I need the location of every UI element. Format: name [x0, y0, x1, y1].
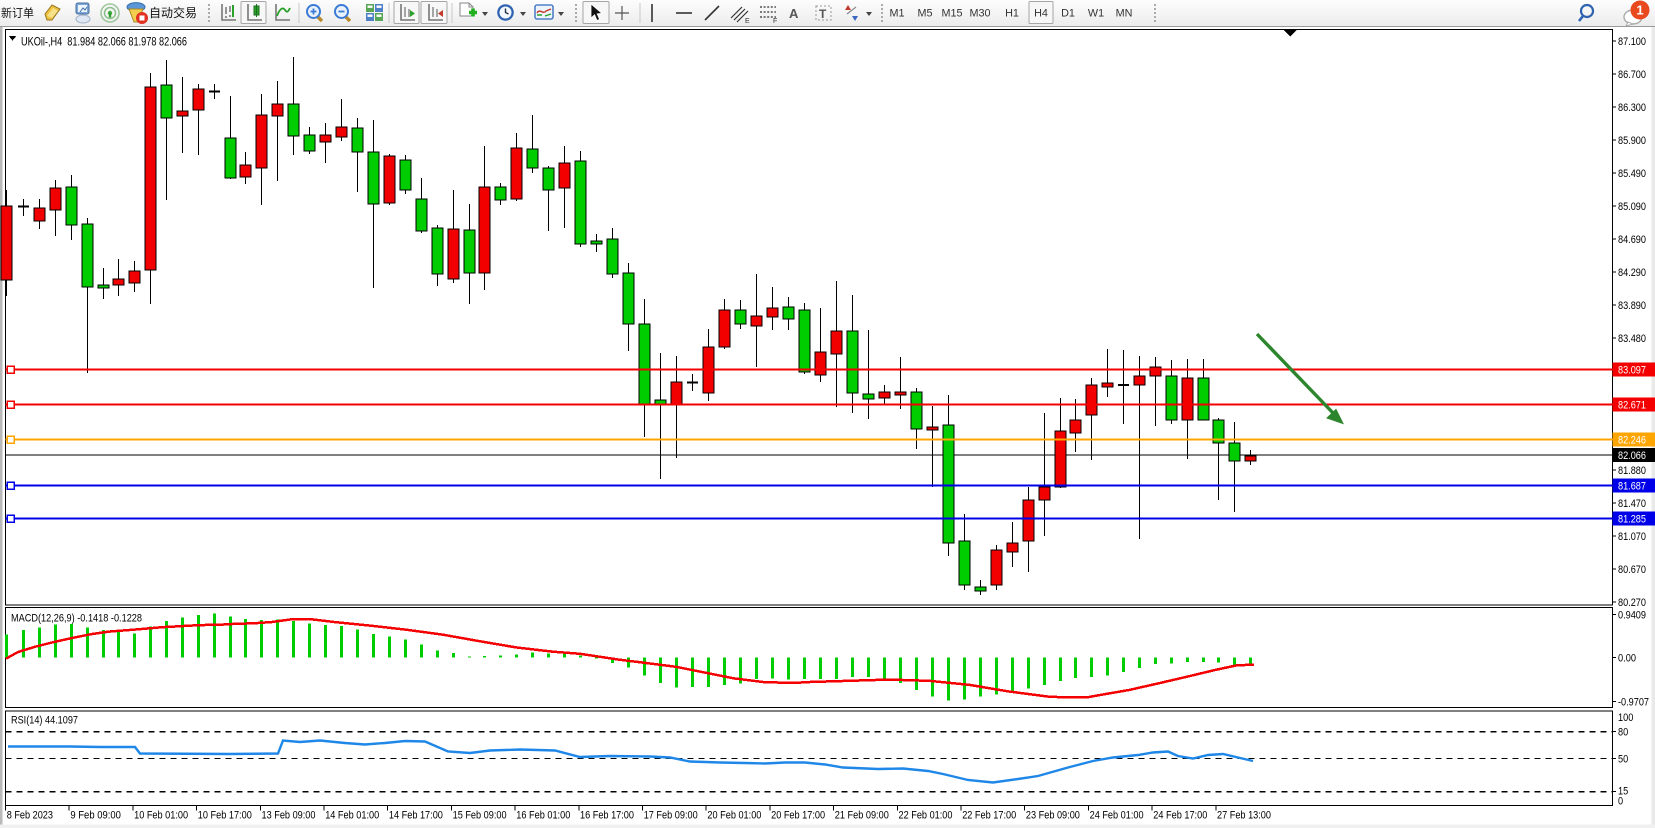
svg-text:RSI(14) 44.1097: RSI(14) 44.1097: [11, 715, 78, 727]
svg-text:81.470: 81.470: [1618, 498, 1646, 510]
svg-text:14 Feb 17:00: 14 Feb 17:00: [389, 810, 443, 822]
svg-text:81.687: 81.687: [1618, 481, 1646, 493]
svg-text:F: F: [773, 18, 777, 25]
svg-text:-0.9707: -0.9707: [1618, 697, 1649, 709]
svg-text:21 Feb 09:00: 21 Feb 09:00: [835, 810, 889, 822]
svg-text:8 Feb 2023: 8 Feb 2023: [7, 810, 53, 822]
svg-text:13 Feb 09:00: 13 Feb 09:00: [262, 810, 316, 822]
svg-text:85.900: 85.900: [1618, 135, 1646, 147]
svg-text:80.270: 80.270: [1618, 597, 1646, 609]
svg-text:24 Feb 01:00: 24 Feb 01:00: [1090, 810, 1144, 822]
svg-text:16 Feb 17:00: 16 Feb 17:00: [580, 810, 634, 822]
svg-text:86.300: 86.300: [1618, 102, 1646, 114]
svg-text:84.690: 84.690: [1618, 234, 1646, 246]
svg-text:15 Feb 09:00: 15 Feb 09:00: [453, 810, 507, 822]
svg-text:1: 1: [1636, 3, 1643, 18]
svg-text:24 Feb 17:00: 24 Feb 17:00: [1153, 810, 1207, 822]
svg-text:17 Feb 09:00: 17 Feb 09:00: [644, 810, 698, 822]
svg-text:M1: M1: [890, 8, 905, 20]
svg-text:20 Feb 01:00: 20 Feb 01:00: [707, 810, 761, 822]
svg-text:T: T: [819, 7, 827, 21]
svg-text:22 Feb 17:00: 22 Feb 17:00: [962, 810, 1016, 822]
svg-text:新订单: 新订单: [1, 6, 34, 20]
svg-text:UKOil-,H4 81.984 82.066 81.97: UKOil-,H4 81.984 82.066 81.978 82.066: [21, 35, 187, 49]
svg-text:82.671: 82.671: [1618, 400, 1646, 412]
svg-text:M15: M15: [941, 8, 962, 20]
svg-text:22 Feb 01:00: 22 Feb 01:00: [899, 810, 953, 822]
svg-text:10 Feb 17:00: 10 Feb 17:00: [198, 810, 252, 822]
svg-text:23 Feb 09:00: 23 Feb 09:00: [1026, 810, 1080, 822]
svg-text:50: 50: [1618, 754, 1628, 766]
svg-text:81.880: 81.880: [1618, 465, 1646, 477]
svg-text:80: 80: [1618, 727, 1628, 739]
svg-text:M5: M5: [918, 8, 933, 20]
svg-text:84.290: 84.290: [1618, 267, 1646, 279]
svg-text:A: A: [789, 6, 799, 21]
svg-text:83.890: 83.890: [1618, 300, 1646, 312]
svg-text:15: 15: [1618, 786, 1628, 798]
svg-text:27 Feb 13:00: 27 Feb 13:00: [1217, 810, 1271, 822]
svg-text:87.100: 87.100: [1618, 36, 1646, 48]
svg-text:MN: MN: [1116, 8, 1133, 20]
svg-text:MACD(12,26,9) -0.1418 -0.1228: MACD(12,26,9) -0.1418 -0.1228: [11, 613, 142, 625]
svg-text:83.097: 83.097: [1618, 365, 1646, 377]
svg-text:D1: D1: [1061, 8, 1075, 20]
svg-text:82.246: 82.246: [1618, 435, 1646, 447]
svg-text:W1: W1: [1088, 8, 1104, 20]
svg-text:14 Feb 01:00: 14 Feb 01:00: [325, 810, 379, 822]
svg-text:81.285: 81.285: [1618, 514, 1646, 526]
svg-text:M30: M30: [969, 8, 990, 20]
svg-text:H1: H1: [1005, 8, 1019, 20]
svg-text:自动交易: 自动交易: [149, 5, 197, 20]
svg-text:20 Feb 17:00: 20 Feb 17:00: [771, 810, 825, 822]
svg-text:83.480: 83.480: [1618, 333, 1646, 345]
svg-text:10 Feb 01:00: 10 Feb 01:00: [134, 810, 188, 822]
svg-text:0: 0: [1618, 796, 1623, 808]
svg-text:16 Feb 01:00: 16 Feb 01:00: [516, 810, 570, 822]
svg-text:86.700: 86.700: [1618, 69, 1646, 81]
svg-text:100: 100: [1618, 712, 1633, 724]
svg-text:82.066: 82.066: [1618, 450, 1646, 462]
svg-text:H4: H4: [1034, 8, 1048, 20]
svg-text:E: E: [745, 18, 750, 25]
svg-text:0.00: 0.00: [1618, 653, 1636, 665]
svg-text:80.670: 80.670: [1618, 564, 1646, 576]
svg-text:85.090: 85.090: [1618, 201, 1646, 213]
svg-text:0.9409: 0.9409: [1618, 610, 1646, 622]
svg-text:9 Feb 09:00: 9 Feb 09:00: [70, 810, 121, 822]
svg-text:81.070: 81.070: [1618, 531, 1646, 543]
svg-text:85.490: 85.490: [1618, 168, 1646, 180]
